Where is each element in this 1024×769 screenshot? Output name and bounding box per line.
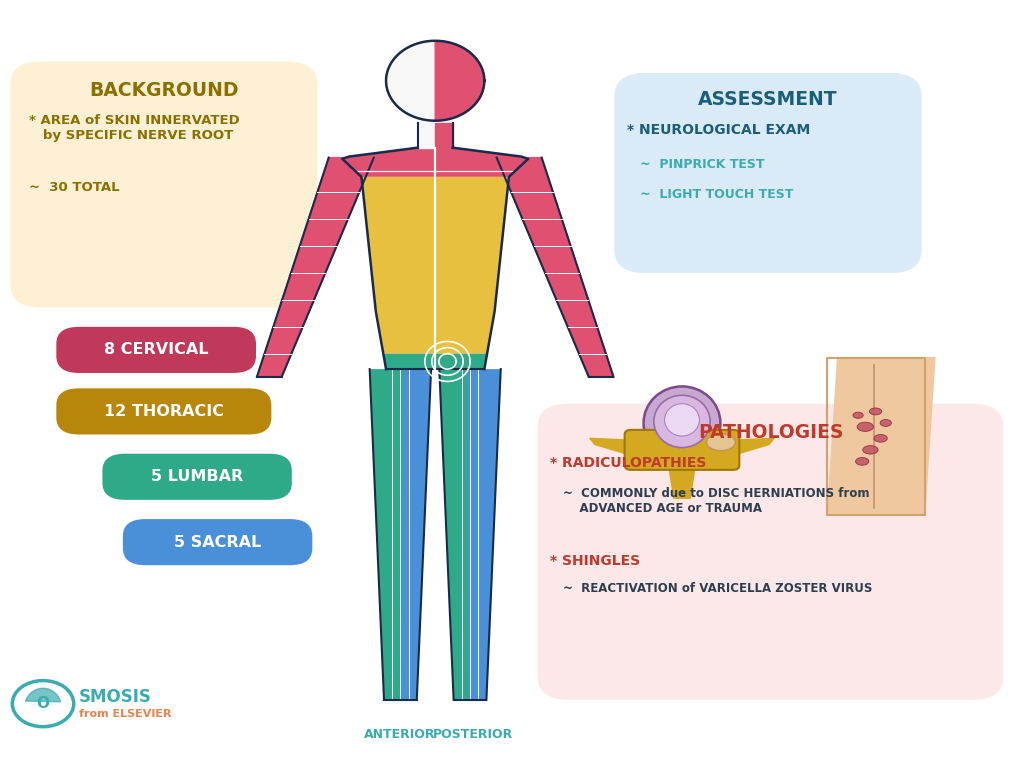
Polygon shape bbox=[590, 438, 631, 455]
Text: * RADICULOPATHIES: * RADICULOPATHIES bbox=[550, 456, 707, 470]
Text: * NEUROLOGICAL EXAM: * NEUROLOGICAL EXAM bbox=[627, 123, 810, 137]
Polygon shape bbox=[497, 158, 613, 377]
Polygon shape bbox=[435, 123, 453, 148]
Ellipse shape bbox=[654, 395, 711, 448]
Ellipse shape bbox=[862, 446, 878, 454]
Polygon shape bbox=[386, 41, 435, 121]
Polygon shape bbox=[361, 177, 435, 354]
FancyBboxPatch shape bbox=[614, 73, 922, 273]
FancyBboxPatch shape bbox=[10, 62, 317, 308]
Text: 8 CERVICAL: 8 CERVICAL bbox=[103, 342, 209, 358]
Text: ~  REACTIVATION of VARICELLA ZOSTER VIRUS: ~ REACTIVATION of VARICELLA ZOSTER VIRUS bbox=[563, 582, 872, 595]
Ellipse shape bbox=[644, 386, 721, 459]
Ellipse shape bbox=[881, 419, 891, 426]
Text: ~  COMMONLY due to DISC HERNIATIONS from
    ADVANCED AGE or TRAUMA: ~ COMMONLY due to DISC HERNIATIONS from … bbox=[563, 487, 869, 514]
Text: from ELSEVIER: from ELSEVIER bbox=[79, 709, 171, 720]
Polygon shape bbox=[257, 158, 374, 377]
Polygon shape bbox=[439, 369, 468, 700]
Text: BACKGROUND: BACKGROUND bbox=[89, 81, 239, 100]
Text: 12 THORACIC: 12 THORACIC bbox=[103, 404, 224, 419]
Ellipse shape bbox=[874, 434, 887, 442]
Polygon shape bbox=[733, 438, 774, 455]
Polygon shape bbox=[402, 369, 431, 700]
Polygon shape bbox=[418, 123, 435, 148]
Text: PATHOLOGIES: PATHOLOGIES bbox=[698, 423, 843, 442]
Polygon shape bbox=[439, 369, 501, 700]
Polygon shape bbox=[341, 148, 435, 177]
Polygon shape bbox=[435, 354, 487, 369]
Text: * AREA of SKIN INNERVATED
   by SPECIFIC NERVE ROOT: * AREA of SKIN INNERVATED by SPECIFIC NE… bbox=[29, 114, 240, 141]
Polygon shape bbox=[435, 177, 509, 354]
Ellipse shape bbox=[856, 458, 868, 465]
Text: POSTERIOR: POSTERIOR bbox=[433, 728, 513, 741]
Text: ASSESSMENT: ASSESSMENT bbox=[698, 90, 838, 109]
Ellipse shape bbox=[869, 408, 882, 415]
FancyBboxPatch shape bbox=[625, 430, 739, 470]
FancyBboxPatch shape bbox=[102, 454, 292, 500]
Text: * SHINGLES: * SHINGLES bbox=[550, 554, 640, 568]
Polygon shape bbox=[383, 354, 435, 369]
Text: SMOSIS: SMOSIS bbox=[79, 688, 152, 707]
Polygon shape bbox=[669, 465, 695, 498]
Ellipse shape bbox=[665, 404, 699, 436]
Polygon shape bbox=[435, 41, 484, 121]
Text: 5 LUMBAR: 5 LUMBAR bbox=[151, 469, 244, 484]
Text: O: O bbox=[37, 696, 49, 711]
Ellipse shape bbox=[853, 412, 863, 418]
Text: ANTERIOR: ANTERIOR bbox=[364, 728, 435, 741]
FancyBboxPatch shape bbox=[538, 404, 1004, 700]
Text: ~  PINPRICK TEST: ~ PINPRICK TEST bbox=[640, 158, 765, 171]
Polygon shape bbox=[435, 148, 529, 177]
Polygon shape bbox=[26, 688, 60, 702]
Ellipse shape bbox=[707, 434, 735, 451]
Polygon shape bbox=[370, 369, 431, 700]
Circle shape bbox=[12, 681, 74, 727]
Ellipse shape bbox=[857, 422, 873, 431]
FancyBboxPatch shape bbox=[56, 327, 256, 373]
Text: ~  30 TOTAL: ~ 30 TOTAL bbox=[29, 181, 120, 194]
Polygon shape bbox=[827, 358, 935, 515]
Text: ~  LIGHT TOUCH TEST: ~ LIGHT TOUCH TEST bbox=[640, 188, 794, 201]
FancyBboxPatch shape bbox=[123, 519, 312, 565]
Text: 5 SACRAL: 5 SACRAL bbox=[174, 534, 261, 550]
FancyBboxPatch shape bbox=[56, 388, 271, 434]
